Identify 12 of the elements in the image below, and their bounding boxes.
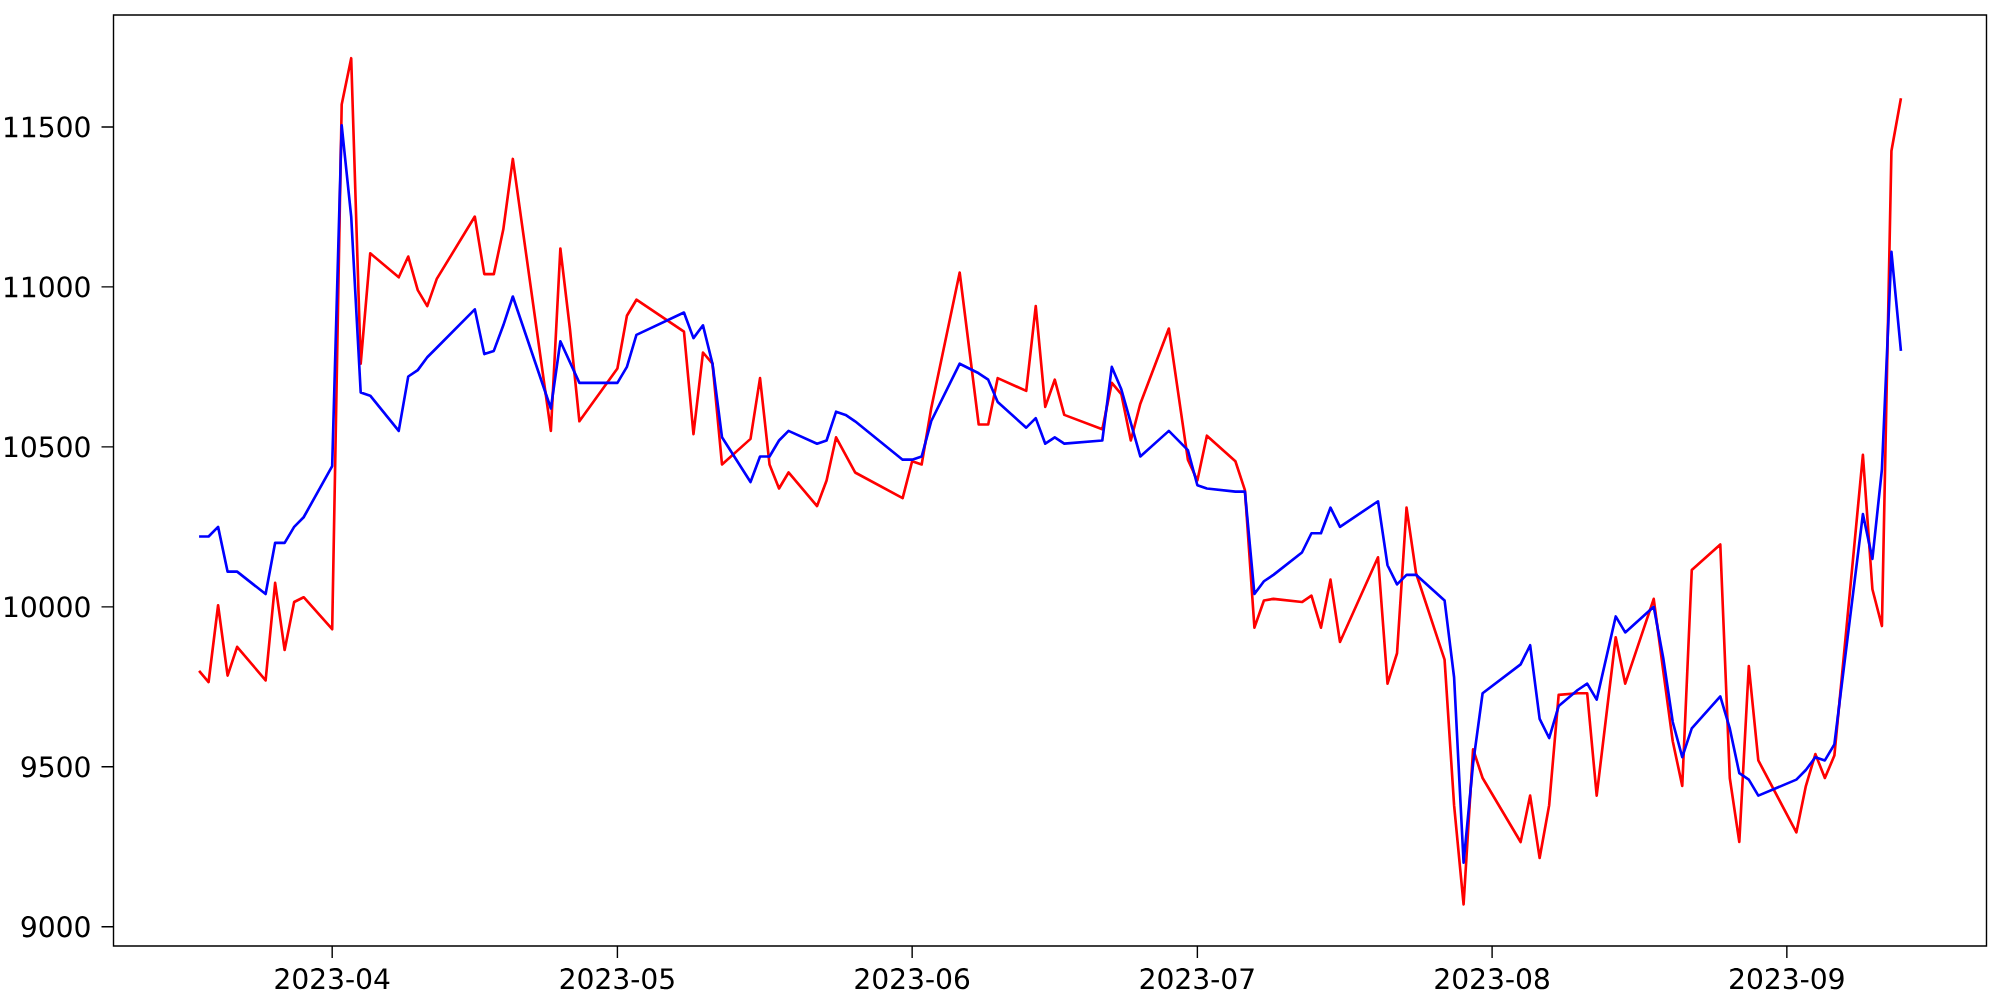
y-tick-label: 9500 bbox=[21, 756, 90, 778]
x-tick-label: 2023-05 bbox=[560, 968, 674, 990]
x-tick-label: 2023-04 bbox=[275, 968, 390, 990]
x-tick-label: 2023-06 bbox=[855, 968, 970, 990]
y-tick-label: 11500 bbox=[5, 116, 90, 138]
y-tick-label: 10000 bbox=[5, 596, 90, 618]
y-tick-label: 10500 bbox=[5, 436, 90, 458]
x-tick-label: 2023-08 bbox=[1435, 968, 1549, 990]
y-tick-label: 11000 bbox=[5, 276, 90, 298]
y-tick-label: 9000 bbox=[21, 916, 90, 938]
x-tick-label: 2023-09 bbox=[1730, 968, 1844, 990]
x-tick-label: 2023-07 bbox=[1140, 968, 1254, 990]
